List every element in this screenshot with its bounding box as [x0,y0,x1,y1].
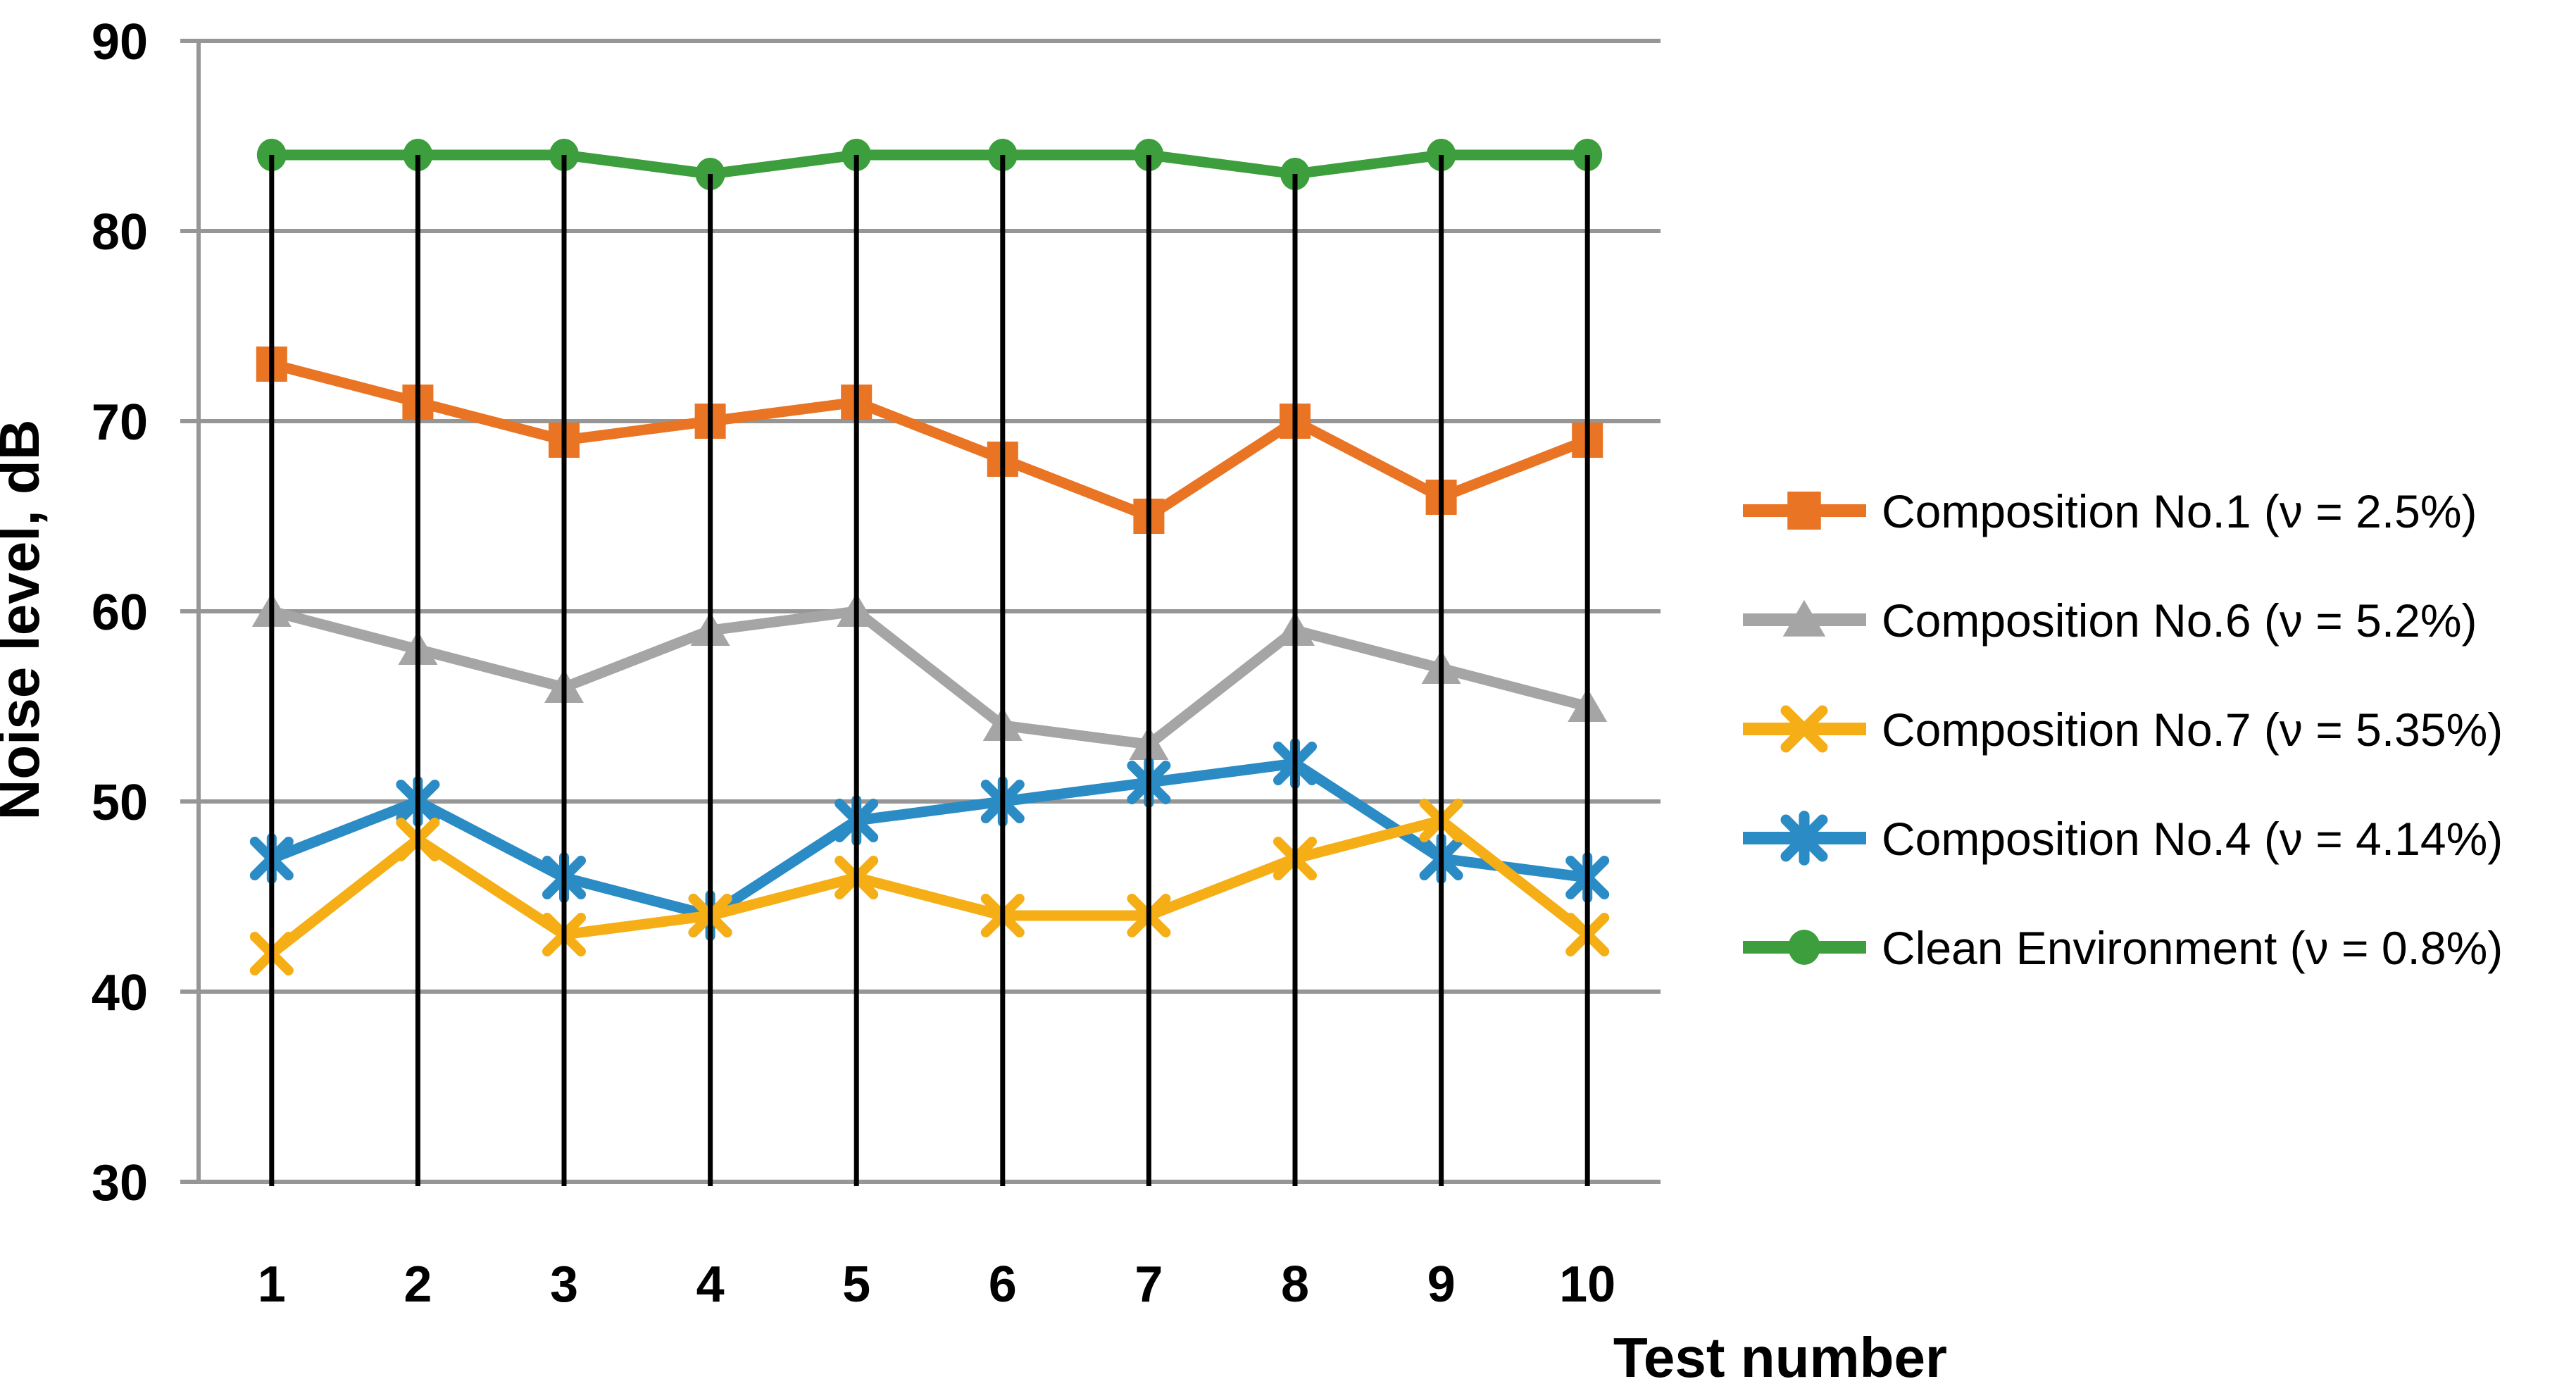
legend: Composition No.1 (ν = 2.5%) Composition N… [1743,485,2503,974]
x-tick-label-8: 8 [1281,1256,1309,1313]
legend-marker [1787,492,1821,530]
legend-item-4: Composition No.4 (ν = 4.14%) [1743,811,2503,866]
x-tick-label-1: 1 [258,1256,286,1313]
series-line [268,815,1591,958]
legend-label: Composition No.7 (ν = 5.35%) [1882,704,2503,756]
x-tick-label-6: 6 [989,1256,1017,1313]
x-tick-label-10: 10 [1559,1256,1615,1313]
legend-marker [1782,599,1826,637]
y-tick-label-80: 80 [92,204,148,261]
axis-label-layer: 90 80 70 60 50 40 30 1 2 3 4 5 6 7 8 9 10 [92,14,1615,1313]
legend-label: Composition No.1 (ν = 2.5%) [1882,485,2477,537]
y-axis-title: Noise level, dB [0,419,51,820]
series-line [270,758,1589,921]
triangle-marker [1782,599,1826,637]
series-line [270,358,1589,522]
series-2 [251,593,1608,760]
y-tick-label-50: 50 [92,775,148,831]
series-layer [249,139,1610,975]
legend-marker [1788,930,1820,965]
legend-item-2: Composition No.6 (ν = 5.2%) [1743,594,2477,647]
y-tick-label-60: 60 [92,585,148,641]
circle-marker [1788,930,1820,965]
legend-label: Composition No.6 (ν = 5.2%) [1882,594,2477,647]
series-1 [256,347,1603,534]
series-line [270,606,1589,750]
x-tick-label-9: 9 [1427,1256,1456,1313]
legend-label: Clean Environment (ν = 0.8%) [1882,922,2503,974]
x-marker-stroke [1780,705,1828,753]
legend-marker [1780,811,1828,866]
legend-label: Composition No.4 (ν = 4.14%) [1882,813,2503,865]
y-tick-label-90: 90 [92,14,148,70]
series-line [271,149,1588,180]
grid-layer [180,39,1661,1184]
series-5 [256,139,1603,190]
x-tick-label-5: 5 [842,1256,870,1313]
x-tick-label-2: 2 [404,1256,432,1313]
x-tick-label-4: 4 [696,1256,725,1313]
legend-item-5: Clean Environment (ν = 0.8%) [1743,922,2503,974]
dropline-layer [269,155,1590,1186]
square-marker [1787,492,1821,530]
y-tick-label-40: 40 [92,965,148,1021]
legend-marker [1780,705,1828,753]
y-tick-label-30: 30 [92,1155,148,1211]
x-tick-label-7: 7 [1134,1256,1163,1313]
x-axis-title: Test number [1613,1326,1947,1389]
legend-item-3: Composition No.7 (ν = 5.35%) [1743,704,2503,756]
series-4 [249,738,1610,941]
x-tick-label-3: 3 [550,1256,578,1313]
y-tick-label-70: 70 [92,394,148,451]
legend-item-1: Composition No.1 (ν = 2.5%) [1743,485,2477,537]
series-3 [249,799,1610,975]
